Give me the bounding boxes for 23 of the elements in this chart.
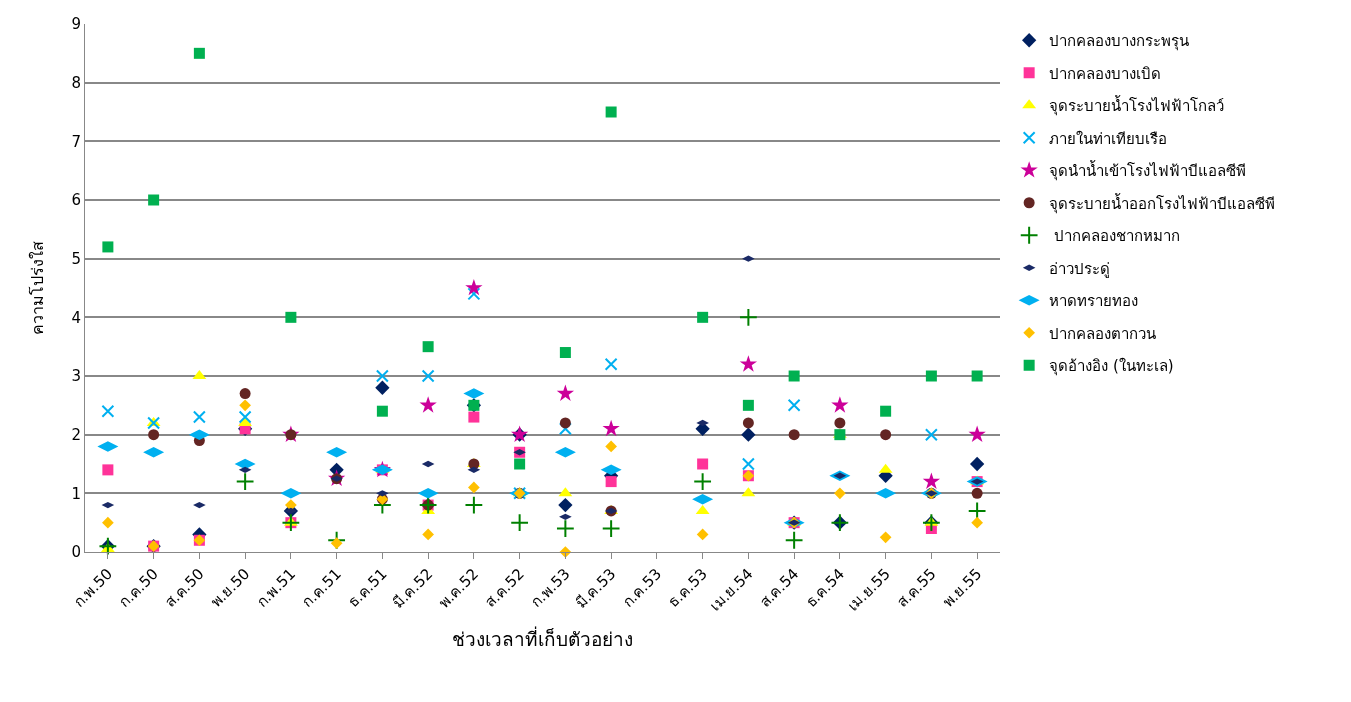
legend-label: อ่าวประดู่ [1049, 259, 1111, 278]
legend-label: หาดทรายทอง [1049, 292, 1139, 311]
legend-label: จุดอ้างอิง (ในทะเล) [1049, 357, 1174, 377]
legend-label: จุดนำน้ำเข้าโรงไฟฟ้าบีแอลซีพี [1049, 160, 1247, 182]
legend-label: จุดระบายน้ำโรงไฟฟ้าโกลว์ [1049, 95, 1225, 117]
y-tick-label: 3 [71, 367, 81, 386]
legend-label: จุดระบายน้ำออกโรงไฟฟ้าบีแอลซีพี [1049, 192, 1276, 214]
x-axis-title: ช่วงเวลาที่เก็บตัวอย่าง [452, 625, 633, 650]
legend-label: ปากคลองบางกระพรุน [1049, 32, 1190, 52]
y-tick-label: 9 [71, 15, 81, 34]
y-tick-label: 4 [71, 308, 81, 327]
legend-label: ปากคลองบางเบิด [1049, 64, 1162, 83]
y-tick-label: 7 [71, 132, 81, 151]
y-tick-label: 1 [71, 484, 81, 503]
y-tick-label: 2 [71, 425, 81, 444]
legend-label: ปากคลองชากหมาก [1049, 227, 1180, 246]
legend-label: ภายในท่าเทียบเรือ [1049, 129, 1168, 148]
y-tick-label: 8 [71, 73, 81, 92]
y-axis-title: ความโปร่งใส [28, 241, 47, 335]
y-tick-label: 6 [71, 191, 81, 210]
y-tick-label: 5 [71, 249, 81, 268]
legend-label: ปากคลองตากวน [1049, 324, 1157, 343]
y-tick-label: 0 [71, 543, 81, 562]
